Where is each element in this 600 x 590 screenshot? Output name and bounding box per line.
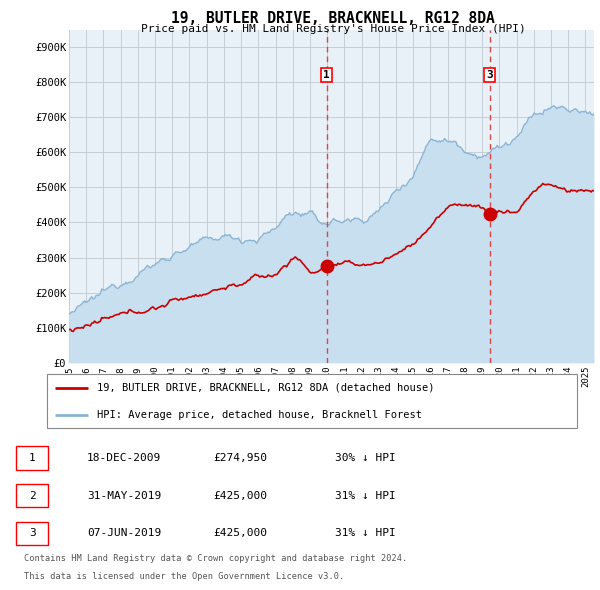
FancyBboxPatch shape [16,446,48,470]
FancyBboxPatch shape [47,374,577,428]
FancyBboxPatch shape [16,484,48,507]
Text: HPI: Average price, detached house, Bracknell Forest: HPI: Average price, detached house, Brac… [97,410,422,419]
Text: 30% ↓ HPI: 30% ↓ HPI [335,453,395,463]
Text: Contains HM Land Registry data © Crown copyright and database right 2024.: Contains HM Land Registry data © Crown c… [24,554,407,563]
Text: £425,000: £425,000 [214,529,268,538]
Text: 18-DEC-2009: 18-DEC-2009 [87,453,161,463]
Text: 07-JUN-2019: 07-JUN-2019 [87,529,161,538]
FancyBboxPatch shape [16,522,48,545]
Text: 19, BUTLER DRIVE, BRACKNELL, RG12 8DA: 19, BUTLER DRIVE, BRACKNELL, RG12 8DA [171,11,495,27]
Text: 3: 3 [487,70,493,80]
Text: 31-MAY-2019: 31-MAY-2019 [87,491,161,500]
Text: Price paid vs. HM Land Registry's House Price Index (HPI): Price paid vs. HM Land Registry's House … [140,24,526,34]
Text: This data is licensed under the Open Government Licence v3.0.: This data is licensed under the Open Gov… [24,572,344,581]
Text: 19, BUTLER DRIVE, BRACKNELL, RG12 8DA (detached house): 19, BUTLER DRIVE, BRACKNELL, RG12 8DA (d… [97,383,434,392]
Text: 1: 1 [29,453,35,463]
Text: 2: 2 [29,491,35,500]
Text: 1: 1 [323,70,330,80]
Text: 31% ↓ HPI: 31% ↓ HPI [335,491,395,500]
Text: 31% ↓ HPI: 31% ↓ HPI [335,529,395,538]
Text: £274,950: £274,950 [214,453,268,463]
Text: 3: 3 [29,529,35,538]
Text: £425,000: £425,000 [214,491,268,500]
